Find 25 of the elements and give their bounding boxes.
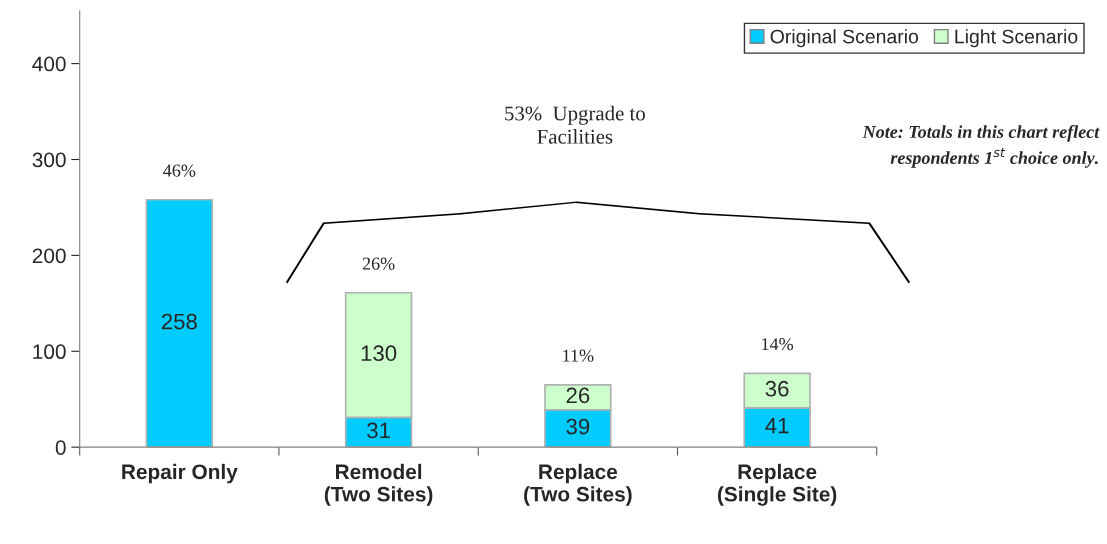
legend-label: Light Scenario bbox=[955, 29, 1078, 48]
data-label: 31 bbox=[367, 422, 390, 439]
annotation: 46% bbox=[163, 164, 196, 177]
annotation: 11% bbox=[563, 349, 594, 362]
annotation: 26% bbox=[362, 257, 395, 270]
annotation: 14% bbox=[762, 338, 794, 351]
annotation: 53% Upgrade to Facilities bbox=[505, 105, 645, 144]
x-tick-label: Repair Only bbox=[122, 463, 238, 484]
annotation: Note: Totals in this chart reflect respondents 1$^{st}$ choice only. bbox=[862, 125, 1100, 168]
data-label: 36 bbox=[765, 380, 789, 397]
y-tick-label: 0 bbox=[55, 440, 66, 455]
x-tick-label: Replace (Single Site) bbox=[717, 463, 837, 506]
y-tick-label: 200 bbox=[32, 248, 66, 264]
x-tick-label: Remodel (Two Sites) bbox=[324, 463, 433, 506]
y-tick-label: 300 bbox=[32, 152, 66, 168]
data-label: 130 bbox=[361, 345, 397, 362]
bar bbox=[145, 198, 214, 448]
data-label: 258 bbox=[161, 313, 197, 330]
data-label: 39 bbox=[566, 418, 590, 435]
y-tick-label: 100 bbox=[33, 344, 66, 360]
x-tick-label: Replace (Two Sites) bbox=[524, 463, 632, 506]
legend-label: Original Scenario bbox=[770, 29, 919, 48]
y-tick-label: 400 bbox=[32, 56, 66, 72]
data-label: 26 bbox=[566, 387, 590, 404]
data-label: 41 bbox=[765, 417, 789, 434]
